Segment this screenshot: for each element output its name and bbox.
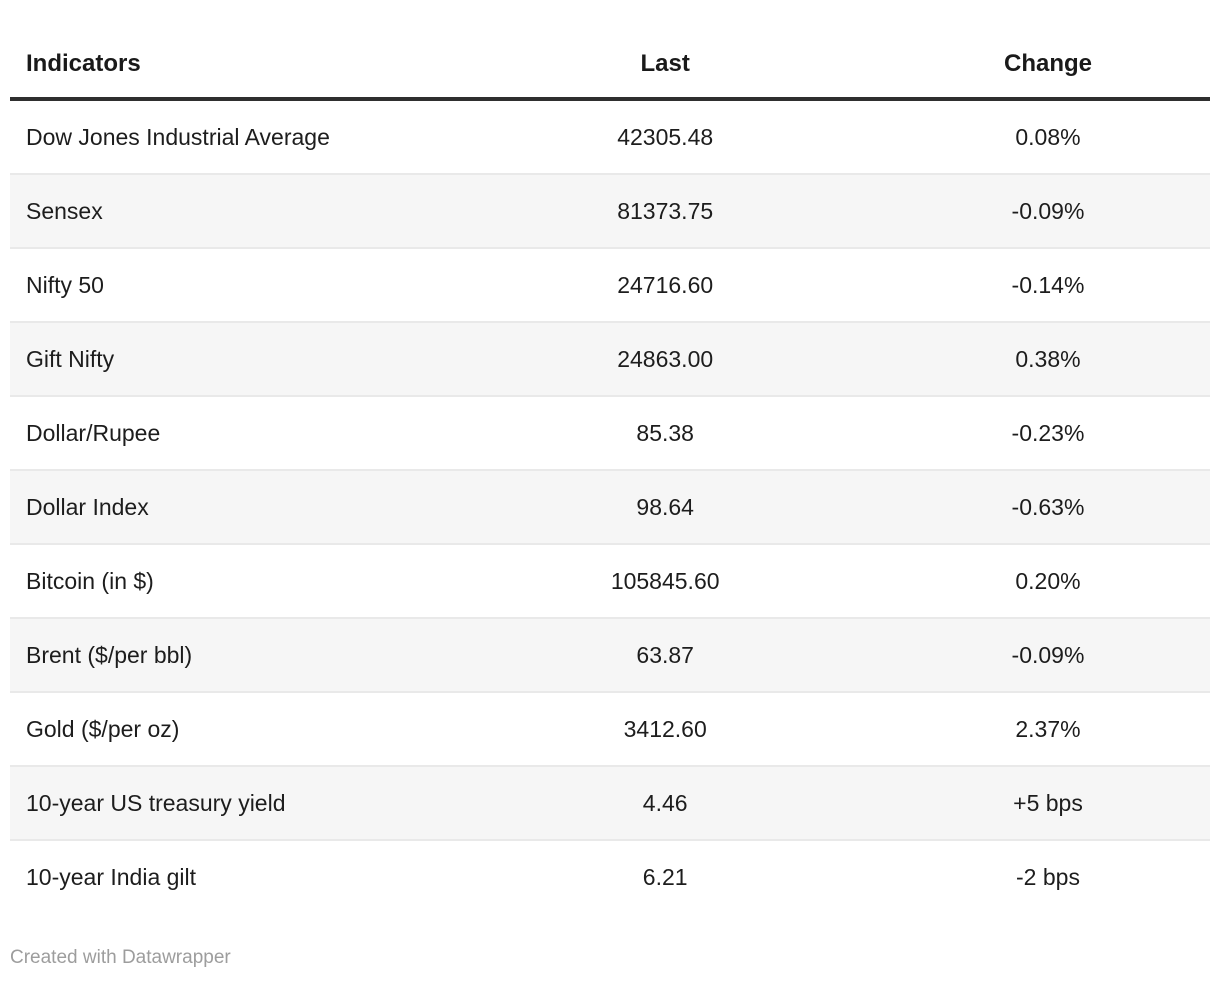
last-cell: 98.64	[636, 493, 694, 520]
change-cell: 2.37%	[1015, 715, 1081, 742]
change-cell: -0.14%	[1011, 271, 1085, 298]
column-header-last: Last	[444, 30, 886, 101]
last-cell: 24716.60	[617, 271, 714, 298]
table-header: Indicators Last Change	[10, 30, 1210, 101]
indicator-cell: Bitcoin (in $)	[26, 567, 154, 594]
last-cell: 24863.00	[617, 345, 714, 372]
change-cell: 0.08%	[1015, 123, 1081, 150]
table-body: Dow Jones Industrial Average 42305.48 0.08…	[10, 99, 1210, 913]
table-row: Dow Jones Industrial Average 42305.48 0.08…	[10, 99, 1210, 174]
indicator-cell: Dow Jones Industrial Average	[26, 123, 330, 150]
change-cell: -0.63%	[1011, 493, 1085, 520]
table-row: Dollar Index 98.64 -0.63%	[10, 470, 1210, 544]
change-cell: -0.09%	[1011, 197, 1085, 224]
last-cell: 6.21	[642, 863, 688, 890]
last-cell: 105845.60	[610, 567, 720, 594]
indicator-cell: Dollar Index	[26, 493, 149, 520]
indicator-cell: Gift Nifty	[26, 345, 115, 372]
column-header-indicators: Indicators	[10, 30, 445, 101]
table-row: Nifty 50 24716.60 -0.14%	[10, 248, 1210, 322]
last-cell: 81373.75	[617, 197, 714, 224]
table-row: Gold ($/per oz) 3412.60 2.37%	[10, 692, 1210, 766]
header-row: Indicators Last Change	[10, 30, 1210, 101]
change-cell: -0.09%	[1011, 641, 1085, 668]
column-header-change: Change	[885, 30, 1210, 101]
table-row: Sensex 81373.75 -0.09%	[10, 174, 1210, 248]
indicator-cell: Dollar/Rupee	[26, 419, 161, 446]
change-cell: -0.23%	[1011, 419, 1085, 446]
change-cell: 0.38%	[1015, 345, 1081, 372]
table-row: Gift Nifty 24863.00 0.38%	[10, 322, 1210, 396]
table-row: Dollar/Rupee 85.38 -0.23%	[10, 396, 1210, 470]
last-cell: 4.46	[642, 789, 688, 816]
last-cell: 3412.60	[623, 715, 707, 742]
change-cell: +5 bps	[1013, 789, 1083, 816]
indicator-cell: Gold ($/per oz)	[26, 715, 180, 742]
last-cell: 42305.48	[617, 123, 714, 150]
indicator-cell: 10-year US treasury yield	[26, 789, 286, 816]
datawrapper-attribution[interactable]: Created with Datawrapper	[10, 947, 231, 968]
last-cell: 85.38	[636, 419, 694, 446]
indicator-cell: 10-year India gilt	[26, 863, 197, 890]
indicator-cell: Brent ($/per bbl)	[26, 641, 193, 668]
table-row: 10-year India gilt 6.21 -2 bps	[10, 840, 1210, 913]
table-row: Brent ($/per bbl) 63.87 -0.09%	[10, 618, 1210, 692]
change-cell: -2 bps	[1016, 863, 1080, 890]
table-row: 10-year US treasury yield 4.46 +5 bps	[10, 766, 1210, 840]
last-cell: 63.87	[636, 641, 694, 668]
indicators-table: Indicators Last Change Dow Jones Industr…	[10, 30, 1210, 913]
indicator-cell: Nifty 50	[26, 271, 104, 298]
change-cell: 0.20%	[1015, 567, 1081, 594]
table-row: Bitcoin (in $) 105845.60 0.20%	[10, 544, 1210, 618]
indicators-table-card: Indicators Last Change Dow Jones Industr…	[10, 30, 1210, 913]
indicator-cell: Sensex	[26, 197, 103, 224]
